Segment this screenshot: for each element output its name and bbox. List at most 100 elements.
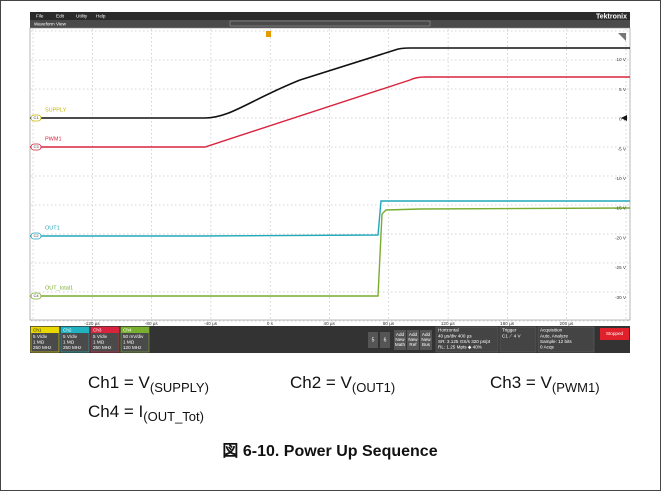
brand: Tektronix — [596, 13, 627, 20]
add-button[interactable] — [394, 330, 406, 350]
badge-text: C3 — [33, 144, 39, 149]
trigger-level-arrow — [621, 115, 627, 121]
trace-supply — [30, 47, 630, 119]
trigger-box[interactable] — [499, 326, 537, 353]
caption-sub: (OUT_Tot) — [143, 409, 204, 424]
channel-setting: 5 V/div — [33, 334, 48, 339]
menu-bar — [30, 12, 630, 20]
channel-setting: 1 MΩ — [33, 340, 45, 345]
acquisition-title: Acquisition — [540, 328, 563, 333]
menu-item[interactable]: Utility — [76, 14, 88, 19]
trace-out-total1 — [30, 207, 631, 297]
add-button-label: Add — [409, 332, 418, 337]
channel-header — [61, 327, 89, 333]
y-label: -10 V — [615, 176, 627, 181]
y-label: -30 V — [615, 295, 627, 300]
trace-label: OUT_total1 — [45, 285, 73, 291]
add-button-label: Add — [422, 332, 431, 337]
channel-setting: 250 MHz — [33, 345, 52, 350]
acquisition-line: 0 Acqs — [540, 345, 554, 350]
button[interactable] — [380, 332, 390, 348]
trace-out1 — [30, 200, 630, 237]
add-button-label: Add — [396, 332, 405, 337]
menu-item[interactable]: File — [36, 14, 44, 19]
plot-area — [29, 27, 631, 321]
record-bar — [229, 20, 431, 27]
y-label: -25 V — [615, 265, 627, 270]
trace-pwm1 — [30, 76, 630, 148]
add-button-label: New — [395, 337, 405, 342]
trace-label: SUPPLY — [45, 107, 67, 113]
channel-header — [91, 327, 119, 333]
y-label: 0 V — [619, 117, 627, 122]
badge-text: C1 — [33, 115, 39, 120]
add-button-label: New — [421, 337, 431, 342]
add-button[interactable] — [420, 330, 432, 350]
channel-badge — [30, 114, 42, 122]
caption-sub: (PWM1) — [552, 380, 600, 395]
channel-setting: 120 MHz — [123, 345, 142, 350]
x-label: 80 µs — [383, 321, 395, 326]
channel-setting: 1 MΩ — [63, 340, 75, 345]
view-bar — [30, 20, 630, 28]
corner-icon — [618, 33, 626, 41]
channel-header — [121, 327, 149, 333]
trigger-line: C1 ⟋ 4 V — [502, 334, 521, 339]
x-label: -40 µs — [204, 321, 218, 326]
menu-item[interactable]: Help — [96, 14, 106, 19]
trace-label: PWM1 — [45, 136, 62, 142]
add-button-label: Math — [395, 342, 406, 347]
button-label: 6 — [384, 337, 387, 343]
caption-label: Ch4 = I — [88, 402, 143, 421]
status-text: Stopped — [606, 331, 624, 336]
add-button-label: Ref — [409, 342, 417, 347]
caption-label: Ch2 = V — [290, 373, 353, 392]
channel-setting: 50 mV/div — [123, 334, 144, 339]
badge-text: C4 — [33, 293, 39, 298]
trace-label: OUT1 — [45, 225, 60, 231]
add-button[interactable] — [407, 330, 419, 350]
acquisition-box[interactable] — [537, 326, 595, 353]
x-label: -120 µs — [84, 321, 100, 326]
channel-setting: 1 MΩ — [93, 340, 105, 345]
button[interactable] — [368, 332, 378, 348]
channel-badge — [30, 232, 42, 240]
channel-badge — [30, 292, 42, 300]
x-label: 0 s — [267, 321, 274, 326]
y-label: -5 V — [618, 146, 627, 151]
horizontal-line: RL: 1.25 Mpts ◆ 40% — [438, 345, 482, 350]
y-label: 10 V — [617, 57, 627, 62]
horizontal-line: SR: 3.125 GS/s 320 ps/pt — [438, 339, 491, 344]
caption: Ch1 = V(SUPPLY) — [88, 373, 209, 395]
acquisition-line: Sample: 12 bits — [540, 339, 572, 344]
y-label: -15 V — [615, 206, 627, 211]
caption-sub: (SUPPLY) — [150, 380, 209, 395]
caption-label: Ch1 = V — [88, 373, 151, 392]
horizontal-line: 40 µs/div 400 µs — [438, 334, 472, 339]
horizontal-box[interactable] — [435, 326, 499, 353]
x-label: 160 µs — [500, 321, 515, 326]
channel-name: Ch4 — [123, 327, 132, 332]
horizontal-title: Horizontal — [438, 328, 459, 333]
trigger-title: Trigger — [502, 328, 517, 333]
channel-setting: 5 V/div — [63, 334, 78, 339]
menu-item[interactable]: Edit — [56, 14, 65, 19]
caption: Ch3 = V(PWM1) — [490, 373, 600, 395]
y-label: -20 V — [615, 235, 627, 240]
x-label: 40 µs — [324, 321, 336, 326]
status-button[interactable] — [600, 328, 629, 340]
channel-name: Ch3 — [93, 327, 102, 332]
channel-header — [31, 327, 59, 333]
add-button-label: New — [408, 337, 418, 342]
caption: Ch4 = I(OUT_Tot) — [88, 402, 204, 424]
channel-badge — [30, 143, 42, 151]
trigger-marker — [266, 31, 271, 37]
channel-setting: 1 MΩ — [123, 340, 135, 345]
figure-caption: 図 6-10. Power Up Sequence — [222, 442, 437, 460]
button-label: 5 — [372, 337, 375, 343]
channel-setting: 5 V/div — [93, 334, 108, 339]
badge-text: C2 — [33, 233, 39, 238]
channel-name: Ch1 — [33, 327, 42, 332]
caption-sub: (OUT1) — [352, 380, 395, 395]
